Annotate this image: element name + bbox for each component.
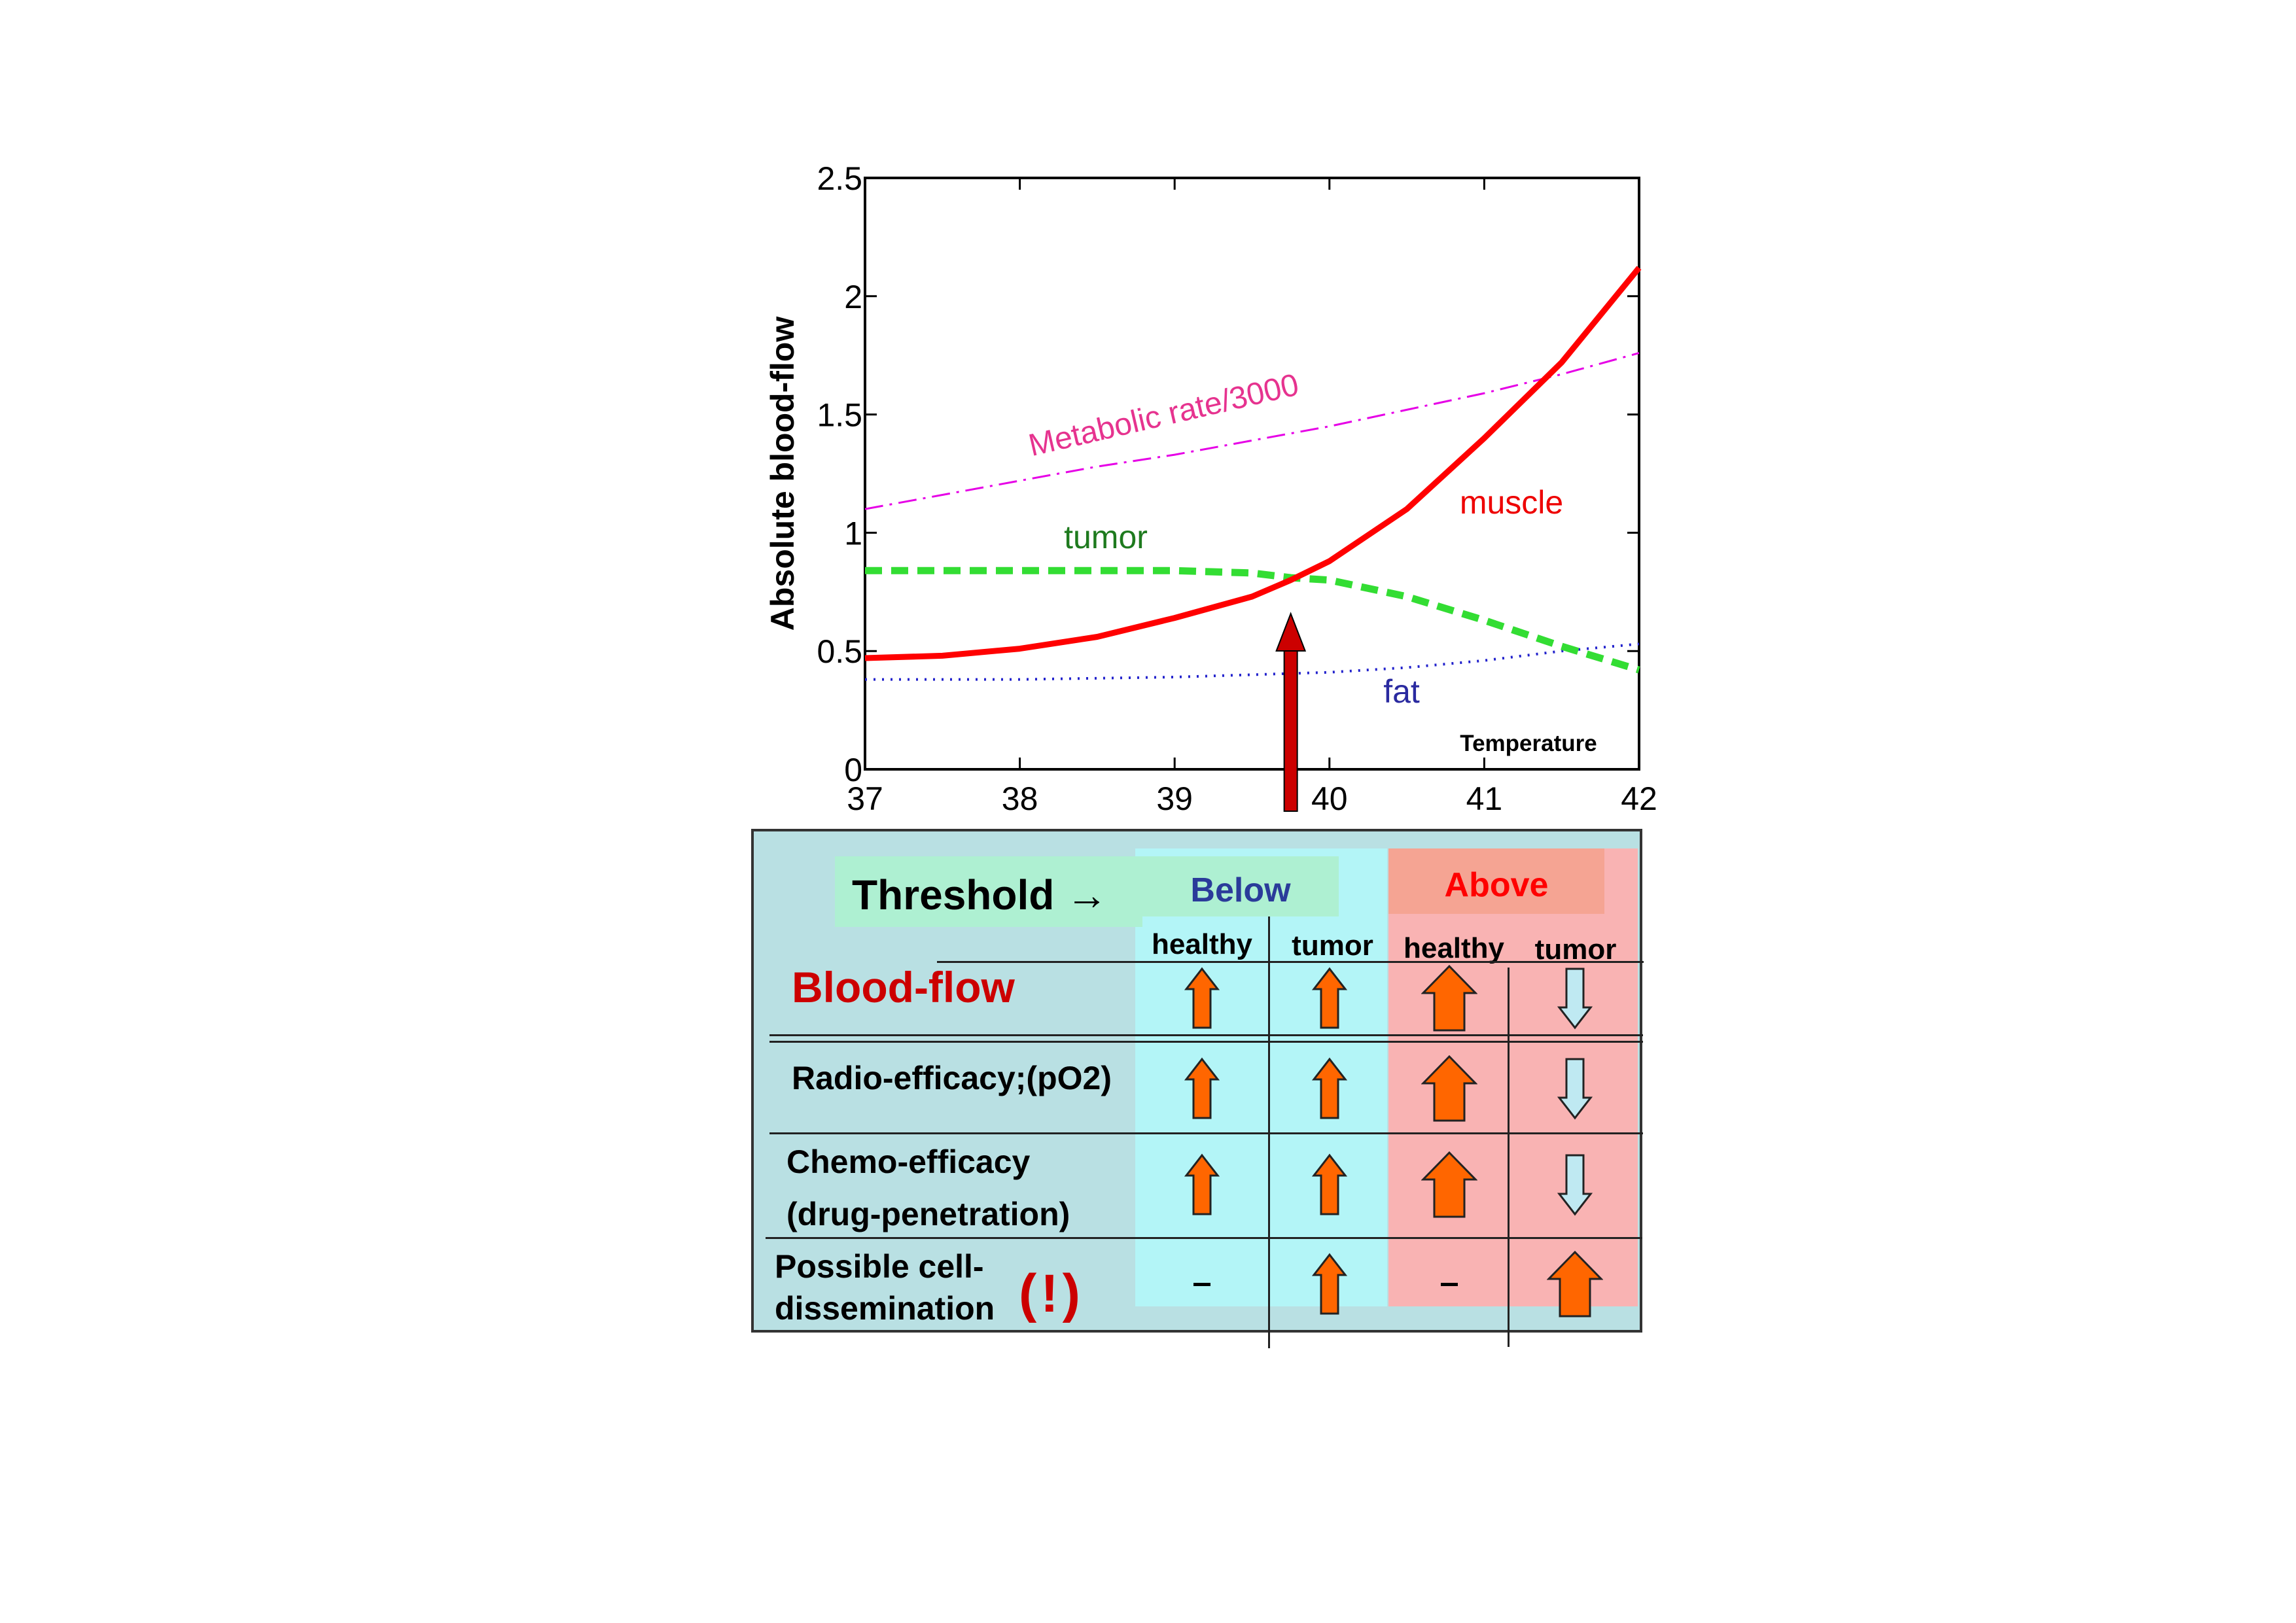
- y-tick-label: 0.5: [817, 633, 862, 670]
- x-tick-label: 42: [1621, 780, 1657, 817]
- series-line-metabolic-rate-3000: [864, 352, 1640, 510]
- above-label: Above: [1444, 866, 1549, 904]
- row-label-radio-efficacy: Radio-efficacy;(pO2): [792, 1060, 1112, 1096]
- tick-labels: 37 38 39 40 41 42 0 0.5 1 1.5 2 2.5: [817, 160, 1657, 817]
- series-label-metabolic: Metabolic rate/3000: [1025, 368, 1302, 463]
- arrow-up-icon: [1421, 1151, 1477, 1218]
- y-axis-label: Absolute blood-flow: [764, 317, 801, 631]
- threshold-effects-panel: Threshold → Below Above healthy tumor he…: [751, 829, 1644, 1348]
- x-tick-label: 38: [1002, 780, 1038, 817]
- series-line-tumor: [865, 567, 1640, 674]
- below-label-box: [1142, 856, 1339, 916]
- series-line-muscle: [864, 266, 1642, 661]
- plot-area: [864, 177, 1640, 771]
- x-tick-label: 41: [1466, 780, 1503, 817]
- y-tick-label: 0: [844, 752, 862, 788]
- x-tick-label: 37: [847, 780, 883, 817]
- series-lines: [864, 266, 1642, 681]
- y-tick-label: 1.5: [817, 397, 862, 434]
- above-label-box: [1388, 848, 1604, 914]
- arrow-up-icon: [1312, 967, 1347, 1029]
- below-label: Below: [1190, 871, 1291, 909]
- threshold-label-box: [835, 856, 1142, 927]
- arrow-down-icon: [1557, 1058, 1593, 1120]
- no-change-dash: [1193, 1283, 1210, 1286]
- arrow-up-icon: [1312, 1153, 1347, 1215]
- arrow-up-icon: [1312, 1057, 1347, 1119]
- row-label-dissemination-line1: Possible cell-: [775, 1248, 984, 1285]
- series-label-muscle: muscle: [1460, 484, 1563, 521]
- column-divider-2: [1508, 968, 1510, 1347]
- arrow-up-icon: [1184, 1153, 1220, 1215]
- arrow-up-icon: [1184, 1057, 1220, 1119]
- series-label-fat: fat: [1383, 673, 1420, 710]
- axis-ticks: [864, 177, 1640, 771]
- y-tick-label: 2: [844, 279, 862, 315]
- series-label-tumor: tumor: [1064, 519, 1148, 555]
- x-tick-label: 39: [1156, 780, 1193, 817]
- column-header-below-tumor: tumor: [1292, 930, 1373, 962]
- column-header-above-tumor: tumor: [1534, 934, 1617, 966]
- y-tick-label: 2.5: [817, 160, 862, 197]
- arrow-up-icon: [1421, 964, 1477, 1032]
- warning-mark: (!): [1019, 1264, 1084, 1323]
- column-divider-1: [1268, 916, 1270, 1348]
- threshold-arrow: [1275, 612, 1307, 812]
- x-axis-label: Temperature: [1460, 731, 1597, 756]
- row-divider-2: [769, 1132, 1643, 1134]
- y-tick-label: 1: [844, 515, 862, 551]
- column-header-above-healthy: healthy: [1403, 932, 1505, 964]
- no-change-dash: [1441, 1283, 1458, 1286]
- arrow-up-icon: [1547, 1250, 1603, 1318]
- row-label-chemo-efficacy-line1: Chemo-efficacy: [786, 1143, 1031, 1180]
- row-divider-1b: [769, 1041, 1643, 1043]
- below-band: [1135, 848, 1387, 1306]
- header-divider: [937, 961, 1644, 963]
- row-label-dissemination-line2: dissemination: [775, 1290, 995, 1327]
- arrow-up-icon: [1421, 1055, 1477, 1122]
- arrow-up-icon: [1312, 1253, 1347, 1315]
- arrow-down-icon: [1557, 1154, 1593, 1216]
- series-line-fat: [865, 642, 1640, 681]
- row-label-chemo-efficacy-line2: (drug-penetration): [786, 1196, 1070, 1232]
- row-divider-3: [766, 1237, 1642, 1239]
- arrow-down-icon: [1557, 968, 1593, 1030]
- row-label-blood-flow: Blood-flow: [792, 963, 1015, 1011]
- threshold-label: Threshold →: [852, 871, 1108, 918]
- column-header-below-healthy: healthy: [1151, 928, 1253, 960]
- row-divider-1a: [769, 1034, 1643, 1036]
- x-tick-label: 40: [1311, 780, 1348, 817]
- arrow-up-icon: [1184, 967, 1220, 1029]
